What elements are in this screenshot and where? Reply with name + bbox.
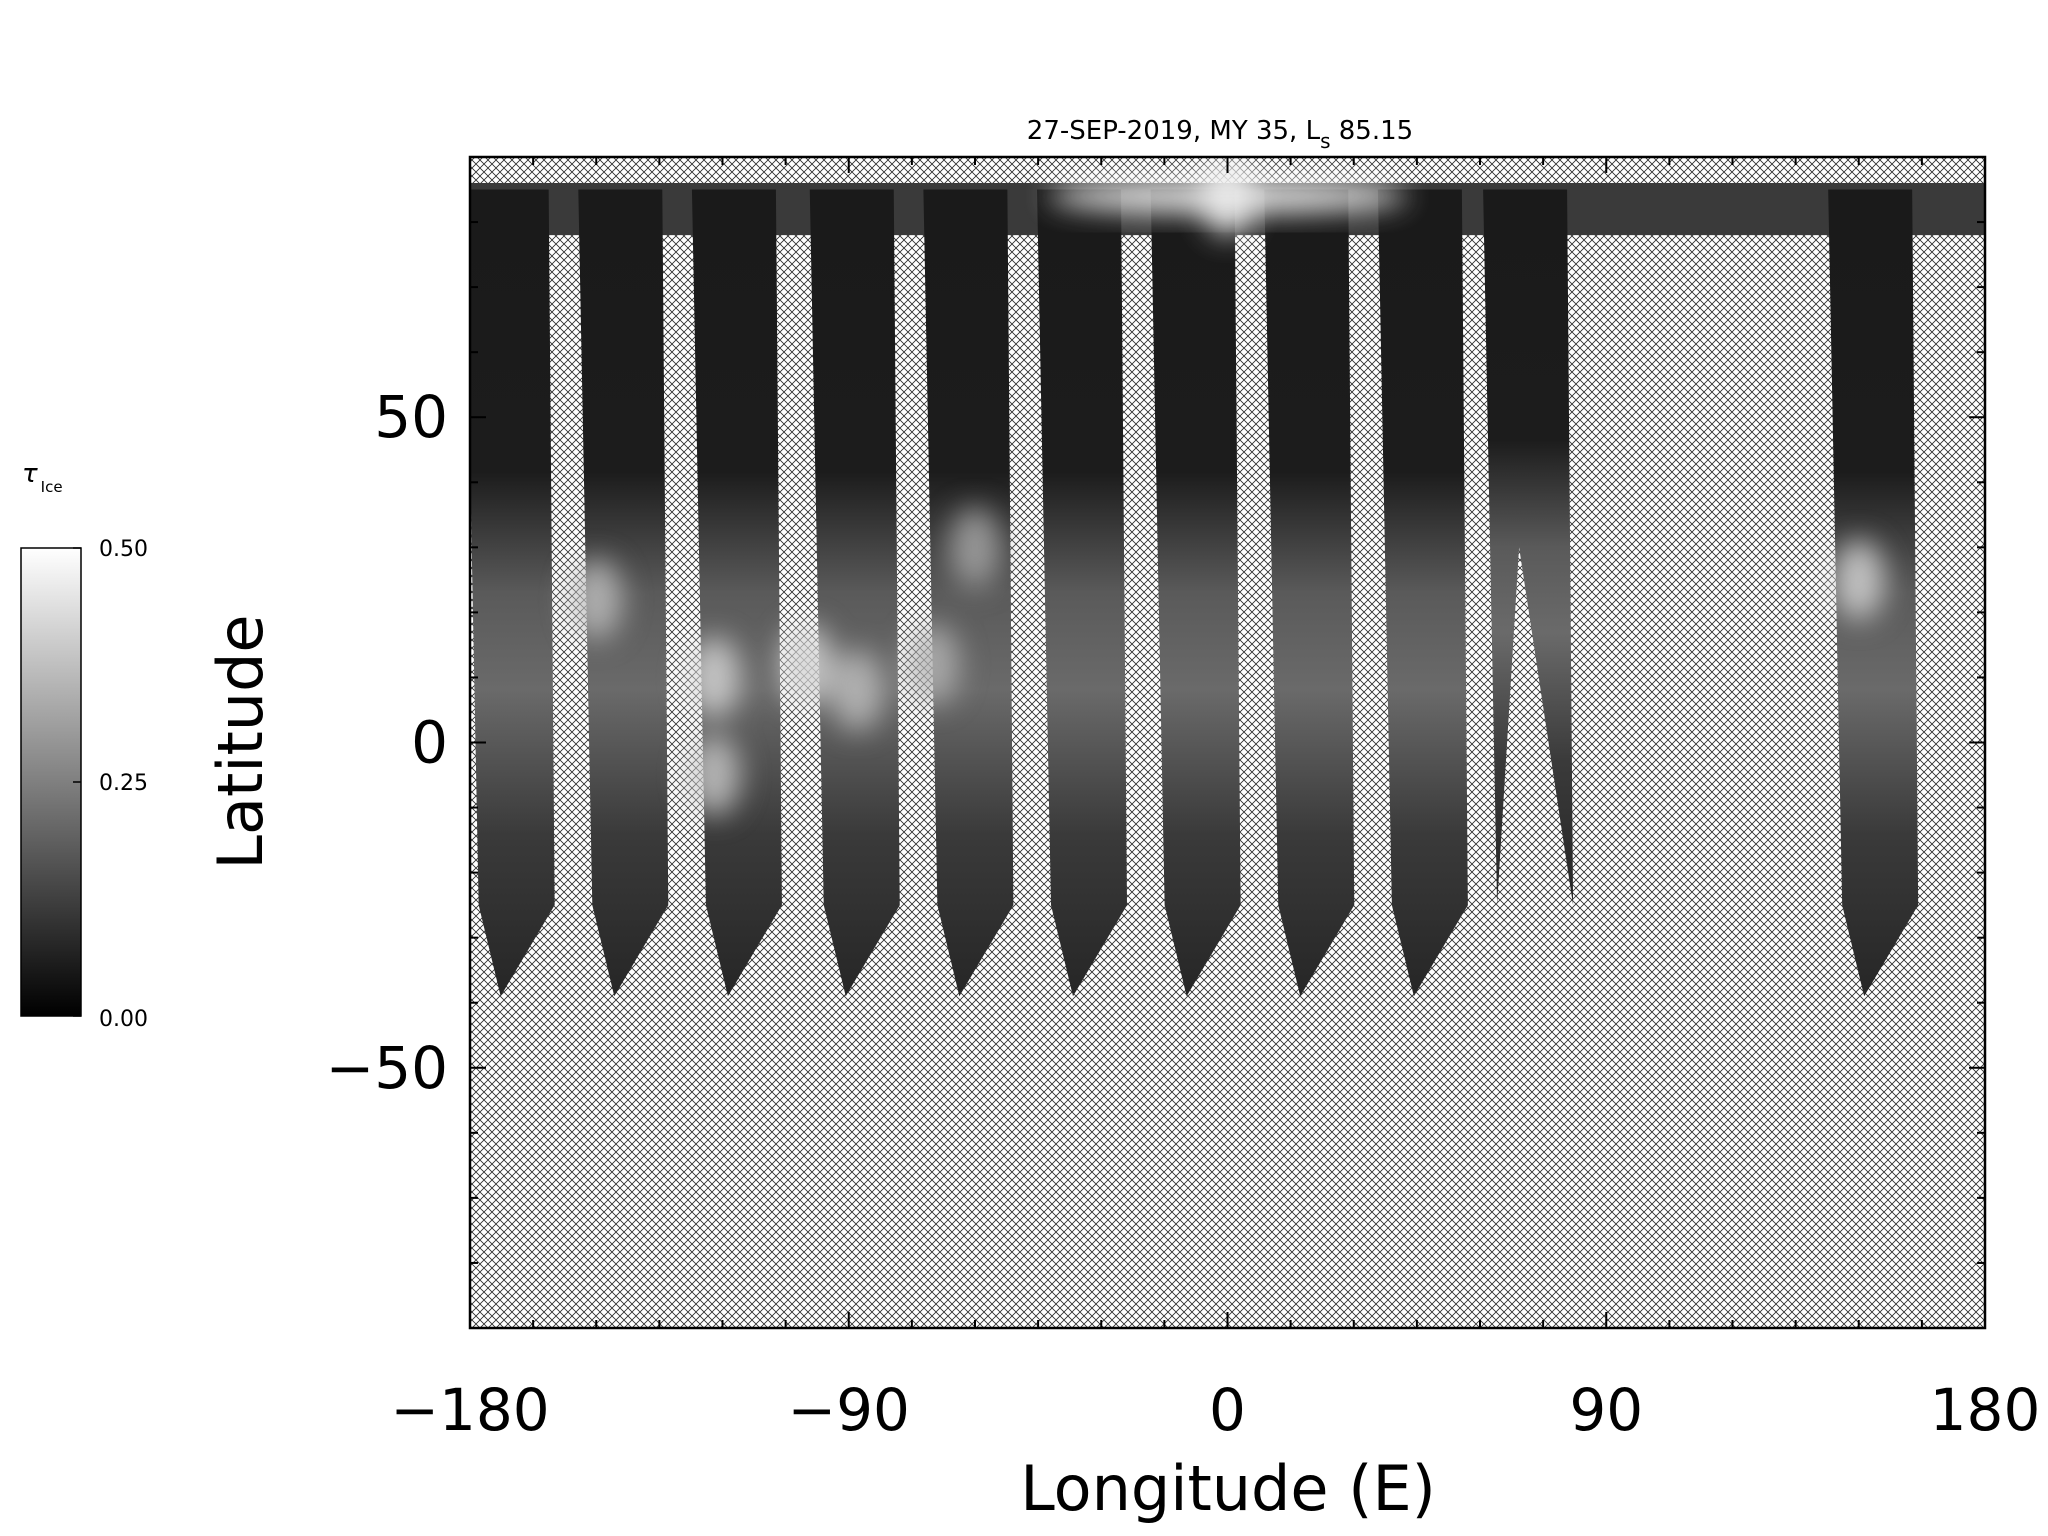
cloud-regions <box>570 157 1885 816</box>
swath <box>1150 189 1241 997</box>
swath <box>1377 189 1468 997</box>
colorbar-tick-label: 0.50 <box>99 537 148 562</box>
swath <box>1264 189 1355 997</box>
cloud-region <box>831 650 884 731</box>
cloud-region <box>906 624 959 705</box>
cloud-region <box>780 624 833 705</box>
colorbar: τ Ice 0.00 0.25 0.50 <box>20 459 148 1032</box>
x-tick-labels: −180 −90 0 90 180 <box>390 1376 2040 1444</box>
y-axis-label: Latitude <box>204 614 277 869</box>
cloud-region <box>688 735 741 816</box>
cloud-region <box>688 637 741 718</box>
colorbar-ticks: 0.00 0.25 0.50 <box>73 537 148 1032</box>
swath <box>809 189 900 997</box>
colorbar-tick-label: 0.25 <box>99 771 148 796</box>
swath <box>578 189 669 997</box>
axis-ticks <box>469 156 1986 1329</box>
x-axis-label: Longitude (E) <box>1020 1452 1436 1525</box>
colorbar-gradient <box>20 547 82 1017</box>
x-tick-label: 90 <box>1569 1376 1643 1444</box>
swath <box>923 189 1014 997</box>
x-tick-label: −90 <box>788 1376 910 1444</box>
swath <box>691 189 782 997</box>
swath <box>1483 189 1574 906</box>
swath <box>470 189 555 997</box>
swath <box>1037 189 1127 997</box>
x-tick-label: −180 <box>390 1376 549 1444</box>
colorbar-tick-label: 0.00 <box>99 1007 148 1032</box>
y-tick-label: −50 <box>326 1034 448 1102</box>
cloud-region <box>570 559 623 640</box>
x-tick-label: 180 <box>1930 1376 2041 1444</box>
observation-swaths <box>470 157 1985 997</box>
cloud-region <box>949 507 1001 588</box>
plot-area <box>468 155 1987 1330</box>
polar-cloud <box>1047 178 1408 215</box>
cloud-region <box>1832 539 1885 620</box>
colorbar-label: τ Ice <box>22 459 63 496</box>
y-tick-label: 0 <box>411 709 448 777</box>
x-tick-label: 0 <box>1209 1376 1246 1444</box>
chart-title: 27-SEP-2019, MY 35, Ls 85.15 <box>1027 116 1413 153</box>
y-tick-label: 50 <box>374 383 448 451</box>
y-tick-labels: −50 0 50 <box>326 383 448 1102</box>
